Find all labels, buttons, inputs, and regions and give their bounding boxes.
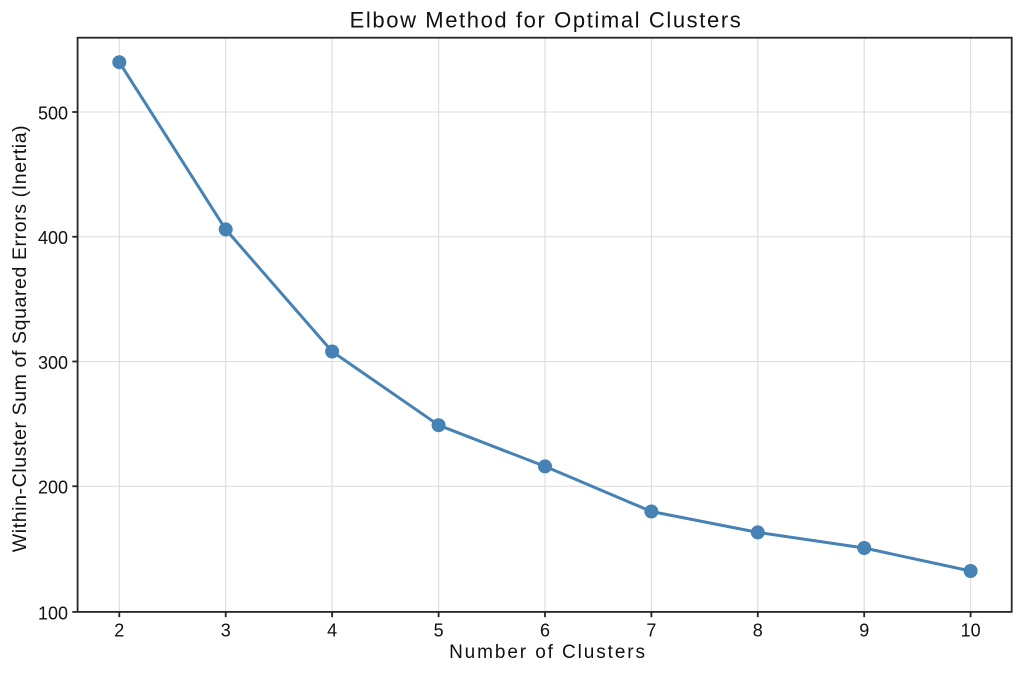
svg-text:5: 5 [434,621,444,641]
svg-text:8: 8 [753,621,763,641]
svg-text:10: 10 [961,621,981,641]
svg-text:7: 7 [646,621,656,641]
svg-text:400: 400 [38,228,68,248]
svg-text:6: 6 [540,621,550,641]
svg-text:Within-Cluster Sum of Squared: Within-Cluster Sum of Squared Errors (In… [9,125,31,552]
svg-text:300: 300 [38,353,68,373]
svg-text:9: 9 [859,621,869,641]
svg-text:4: 4 [327,621,337,641]
svg-text:2: 2 [114,621,124,641]
svg-text:3: 3 [221,621,231,641]
svg-text:100: 100 [38,603,68,623]
svg-text:Elbow Method for Optimal Clust: Elbow Method for Optimal Clusters [350,8,743,33]
svg-text:500: 500 [38,103,68,123]
svg-text:200: 200 [38,478,68,498]
svg-text:Number of Clusters: Number of Clusters [449,642,647,663]
